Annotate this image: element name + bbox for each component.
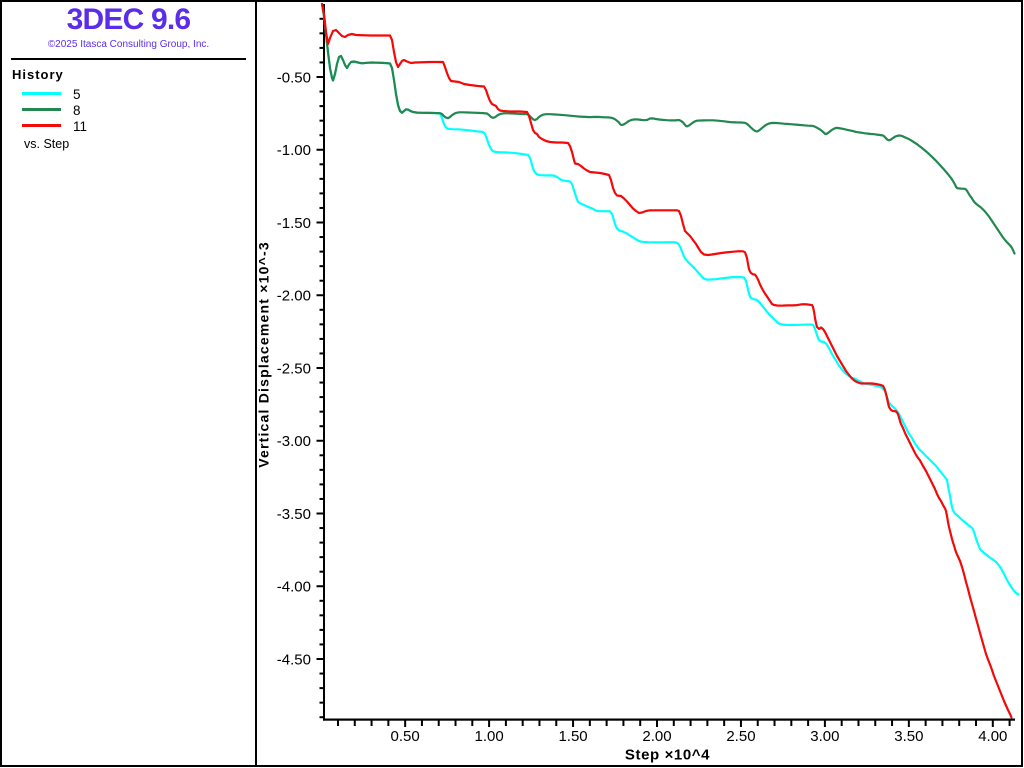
svg-text:-4.50: -4.50 [277, 651, 311, 668]
svg-text:-0.50: -0.50 [277, 69, 311, 86]
svg-text:4.00: 4.00 [978, 728, 1007, 745]
svg-text:Step ×10^4: Step ×10^4 [625, 747, 710, 764]
svg-text:-2.50: -2.50 [277, 360, 311, 377]
svg-text:Vertical Displacement ×10^-3: Vertical Displacement ×10^-3 [256, 241, 272, 468]
svg-text:1.50: 1.50 [558, 728, 587, 745]
svg-text:3.00: 3.00 [810, 728, 839, 745]
svg-text:1.00: 1.00 [474, 728, 503, 745]
svg-text:-1.50: -1.50 [277, 215, 311, 232]
svg-text:-2.00: -2.00 [277, 288, 311, 305]
svg-text:-3.00: -3.00 [277, 433, 311, 450]
svg-text:2.00: 2.00 [642, 728, 671, 745]
svg-text:-3.50: -3.50 [277, 506, 311, 523]
svg-text:0.50: 0.50 [391, 728, 420, 745]
svg-text:-1.00: -1.00 [277, 142, 311, 159]
svg-text:2.50: 2.50 [726, 728, 755, 745]
svg-text:-4.00: -4.00 [277, 579, 311, 596]
svg-text:3.50: 3.50 [894, 728, 923, 745]
